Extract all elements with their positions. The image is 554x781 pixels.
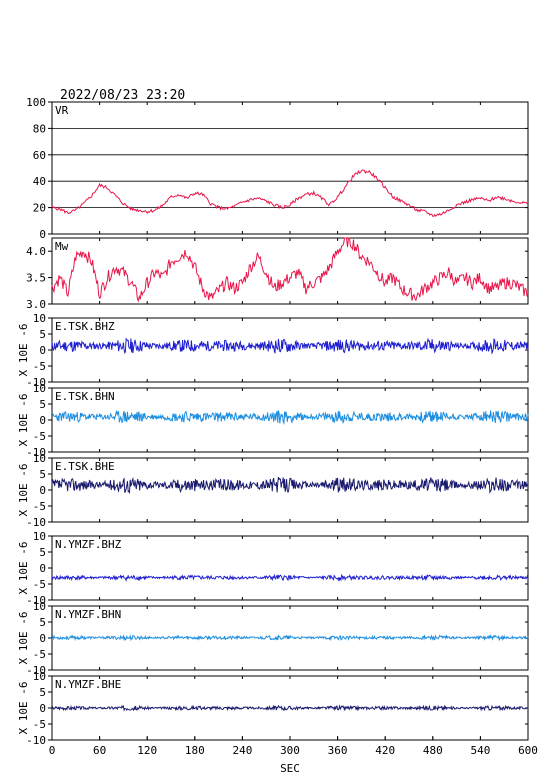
- y-tick-label: -10: [26, 594, 46, 607]
- y-tick-label: -10: [26, 446, 46, 459]
- y-tick-label: 5: [39, 328, 46, 341]
- y-tick-label: 3.0: [26, 298, 46, 311]
- x-tick-label: 420: [375, 744, 395, 757]
- x-tick-label: 60: [93, 744, 106, 757]
- y-tick-label: 10: [33, 452, 46, 465]
- panel-e-tsk-bhz: 10 5 0 -5 -10 E.TSK.BHZ X 10E -6: [17, 312, 529, 389]
- y-tick-label: -10: [26, 516, 46, 529]
- panel-title: VR: [55, 104, 69, 117]
- y-tick-label: 10: [33, 530, 46, 543]
- panel-title: E.TSK.BHE: [55, 460, 115, 473]
- panel-n-ymzf-bhe: 10 5 0 -5 -10 N.YMZF.BHE X 10E -6: [17, 670, 529, 747]
- series-line: [51, 634, 529, 642]
- y-tick-label: 10: [33, 382, 46, 395]
- x-tick-label: 360: [328, 744, 348, 757]
- series-line: [51, 704, 529, 712]
- y-tick-label: 40: [33, 175, 46, 188]
- panel-e-tsk-bhe: 10 5 0 -5 -10 E.TSK.BHE X 10E -6: [17, 452, 529, 529]
- y-axis-label: X 10E -6: [17, 682, 30, 735]
- panel-mw: 4.0 3.5 3.0 Mw: [26, 237, 529, 311]
- header-timestamp: 2022/08/23 23:20: [60, 88, 185, 103]
- y-axis-label: X 10E -6: [17, 324, 30, 377]
- y-tick-label: 0: [39, 344, 46, 357]
- series-line: [51, 169, 529, 218]
- y-tick-label: 0: [39, 632, 46, 645]
- panel-frame: [51, 387, 529, 453]
- panel-e-tsk-bhn: 10 5 0 -5 -10 E.TSK.BHN X 10E -6: [17, 382, 529, 459]
- x-tick-label: 180: [185, 744, 205, 757]
- x-tick-label: 480: [423, 744, 443, 757]
- y-tick-label: 4.0: [26, 245, 46, 258]
- x-tick-label: 540: [470, 744, 490, 757]
- x-tick-label: 600: [518, 744, 538, 757]
- y-tick-label: -5: [33, 718, 46, 731]
- panel-n-ymzf-bhn: 10 5 0 -5 -10 N.YMZF.BHN X 10E -6: [17, 600, 529, 677]
- panel-title: N.YMZF.BHZ: [55, 538, 122, 551]
- y-axis-label: X 10E -6: [17, 464, 30, 517]
- y-tick-label: -5: [33, 500, 46, 513]
- y-tick-label: 0: [39, 484, 46, 497]
- panel-title: E.TSK.BHZ: [55, 320, 115, 333]
- y-tick-label: 20: [33, 202, 46, 215]
- y-tick-label: 10: [33, 312, 46, 325]
- y-tick-label: -5: [33, 578, 46, 591]
- panel-frame: [51, 101, 529, 235]
- panel-vr: 100 80 60 40 20 0 VR: [26, 96, 529, 241]
- y-tick-label: 5: [39, 468, 46, 481]
- panel-title: E.TSK.BHN: [55, 390, 115, 403]
- y-tick-label: 5: [39, 398, 46, 411]
- y-tick-label: -5: [33, 360, 46, 373]
- y-tick-label: 60: [33, 149, 46, 162]
- y-tick-label: 5: [39, 686, 46, 699]
- x-tick-label: 240: [232, 744, 252, 757]
- series-line: [51, 237, 529, 303]
- y-tick-label: -5: [33, 648, 46, 661]
- x-tick-label: 120: [137, 744, 157, 757]
- y-tick-label: -10: [26, 376, 46, 389]
- panel-title: N.YMZF.BHE: [55, 678, 121, 691]
- y-tick-label: 10: [33, 670, 46, 683]
- x-tick-label: 0: [49, 744, 56, 757]
- y-tick-label: 0: [39, 562, 46, 575]
- y-tick-label: 5: [39, 546, 46, 559]
- y-tick-label: 100: [26, 96, 46, 109]
- y-axis-label: X 10E -6: [17, 394, 30, 447]
- y-tick-label: -5: [33, 430, 46, 443]
- series-line: [51, 337, 529, 355]
- panel-frame: [51, 457, 529, 523]
- y-tick-label: 0: [39, 414, 46, 427]
- y-tick-label: 80: [33, 122, 46, 135]
- panel-frame: [51, 535, 529, 601]
- y-tick-label: -10: [26, 664, 46, 677]
- y-tick-label: 5: [39, 616, 46, 629]
- y-tick-label: 10: [33, 600, 46, 613]
- y-tick-label: -10: [26, 734, 46, 747]
- y-tick-label: 0: [39, 702, 46, 715]
- x-axis-label: SEC: [280, 762, 300, 775]
- series-line: [51, 409, 529, 425]
- y-axis-label: X 10E -6: [17, 542, 30, 595]
- panel-title: N.YMZF.BHN: [55, 608, 121, 621]
- y-tick-label: 0: [39, 228, 46, 241]
- series-line: [51, 476, 529, 494]
- y-tick-label: 3.5: [26, 272, 46, 285]
- y-axis-label: X 10E -6: [17, 612, 30, 665]
- series-line: [51, 573, 529, 583]
- panel-title: Mw: [55, 240, 69, 253]
- panel-n-ymzf-bhz: 10 5 0 -5 -10 N.YMZF.BHZ X 10E -6: [17, 530, 529, 607]
- x-tick-label: 300: [280, 744, 300, 757]
